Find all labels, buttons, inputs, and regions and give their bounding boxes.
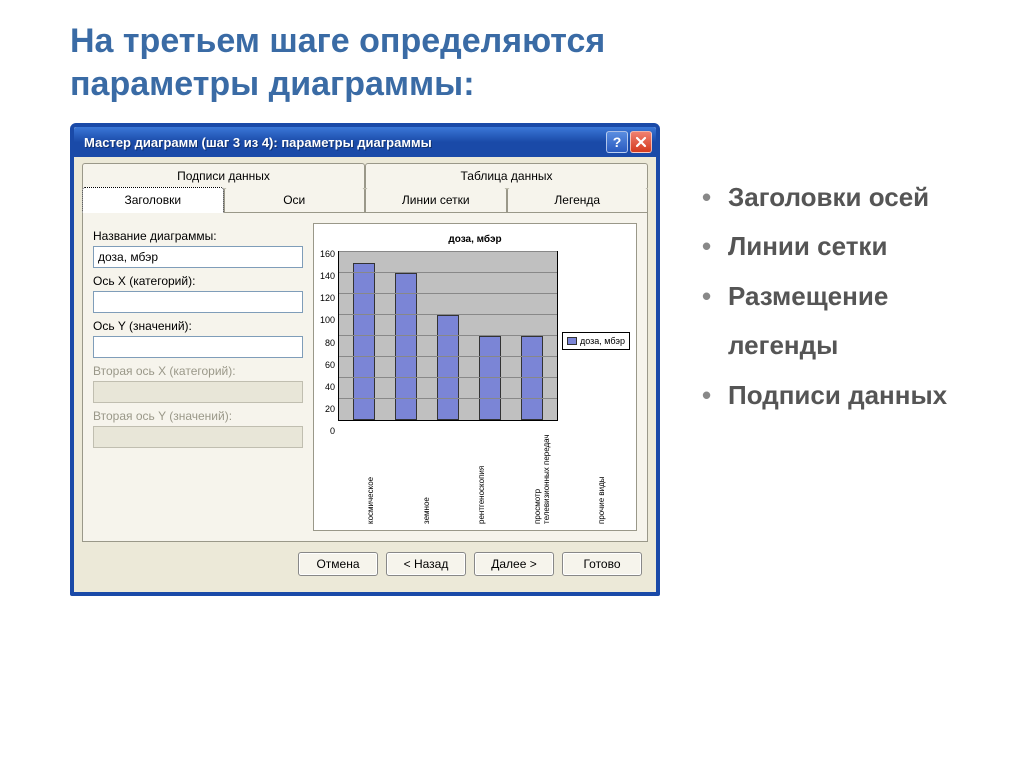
gridline — [339, 398, 557, 399]
chart-title-label: Название диаграммы: — [93, 229, 303, 243]
y2-axis-input — [93, 426, 303, 448]
back-button[interactable]: < Назад — [386, 552, 466, 576]
close-icon — [635, 136, 647, 148]
tab-titles[interactable]: Заголовки — [82, 187, 224, 213]
bullet-item: Подписи данных — [700, 371, 954, 420]
x-axis-input[interactable] — [93, 291, 303, 313]
x2-axis-input — [93, 381, 303, 403]
x-label: космическое — [367, 434, 376, 524]
legend-swatch — [567, 337, 577, 345]
gridline — [339, 272, 557, 273]
bar — [521, 336, 543, 420]
legend-label: доза, мбэр — [580, 336, 625, 346]
chart-title-input[interactable] — [93, 246, 303, 268]
tab-data-table[interactable]: Таблица данных — [365, 163, 648, 188]
cancel-button[interactable]: Отмена — [298, 552, 378, 576]
tabs-row-back: Подписи данных Таблица данных — [82, 163, 648, 188]
help-button[interactable]: ? — [606, 131, 628, 153]
tab-panel: Название диаграммы: Ось X (категорий): О… — [82, 212, 648, 542]
chart-preview: доза, мбэр 020406080100120140160 — [313, 223, 637, 531]
chart-wizard-dialog: Мастер диаграмм (шаг 3 из 4): параметры … — [70, 123, 660, 596]
x-label: просмотр телевизионных передач — [534, 434, 552, 524]
tab-gridlines[interactable]: Линии сетки — [365, 187, 507, 213]
finish-button[interactable]: Готово — [562, 552, 642, 576]
gridline — [339, 335, 557, 336]
gridline — [339, 314, 557, 315]
tabs-row-front: Заголовки Оси Линии сетки Легенда — [82, 187, 648, 213]
preview-chart-title: доза, мбэр — [320, 234, 630, 245]
x-axis-labels: космическое земное рентгеноскопия просмотр … — [320, 434, 630, 524]
bar — [437, 315, 459, 420]
bar — [353, 263, 375, 421]
x-label: рентгеноскопия — [478, 434, 487, 524]
gridline — [339, 377, 557, 378]
bar — [479, 336, 501, 420]
y-axis-label: Ось Y (значений): — [93, 319, 303, 333]
x2-axis-label: Вторая ось X (категорий): — [93, 364, 303, 378]
plot-area — [338, 251, 558, 421]
close-button[interactable] — [630, 131, 652, 153]
y-axis-input[interactable] — [93, 336, 303, 358]
window-title: Мастер диаграмм (шаг 3 из 4): параметры … — [84, 135, 604, 150]
titlebar: Мастер диаграмм (шаг 3 из 4): параметры … — [74, 127, 656, 157]
bars-group — [339, 252, 557, 420]
gridline — [339, 251, 557, 252]
slide-title-line2: параметры диаграммы: — [70, 65, 475, 103]
button-row: Отмена < Назад Далее > Готово — [82, 542, 648, 582]
gridline — [339, 356, 557, 357]
y2-axis-label: Вторая ось Y (значений): — [93, 409, 303, 423]
gridline — [339, 293, 557, 294]
x-axis-label: Ось X (категорий): — [93, 274, 303, 288]
next-button[interactable]: Далее > — [474, 552, 554, 576]
bullet-item: Линии сетки — [700, 222, 954, 271]
bullet-item: Заголовки осей — [700, 173, 954, 222]
y-axis: 020406080100120140160 — [320, 251, 338, 430]
legend: доза, мбэр — [562, 332, 630, 350]
tab-legend[interactable]: Легенда — [507, 187, 649, 213]
slide-title-line1: На третьем шаге определяются — [70, 22, 605, 60]
tab-data-labels[interactable]: Подписи данных — [82, 163, 365, 188]
x-label: прочие виды — [598, 434, 607, 524]
slide-title: На третьем шаге определяются параметры д… — [70, 20, 954, 105]
bullet-list: Заголовки осейЛинии сеткиРазмещение леге… — [700, 123, 954, 420]
tab-axes[interactable]: Оси — [224, 187, 366, 213]
bullet-item: Размещение легенды — [700, 272, 954, 371]
x-label: земное — [423, 434, 432, 524]
